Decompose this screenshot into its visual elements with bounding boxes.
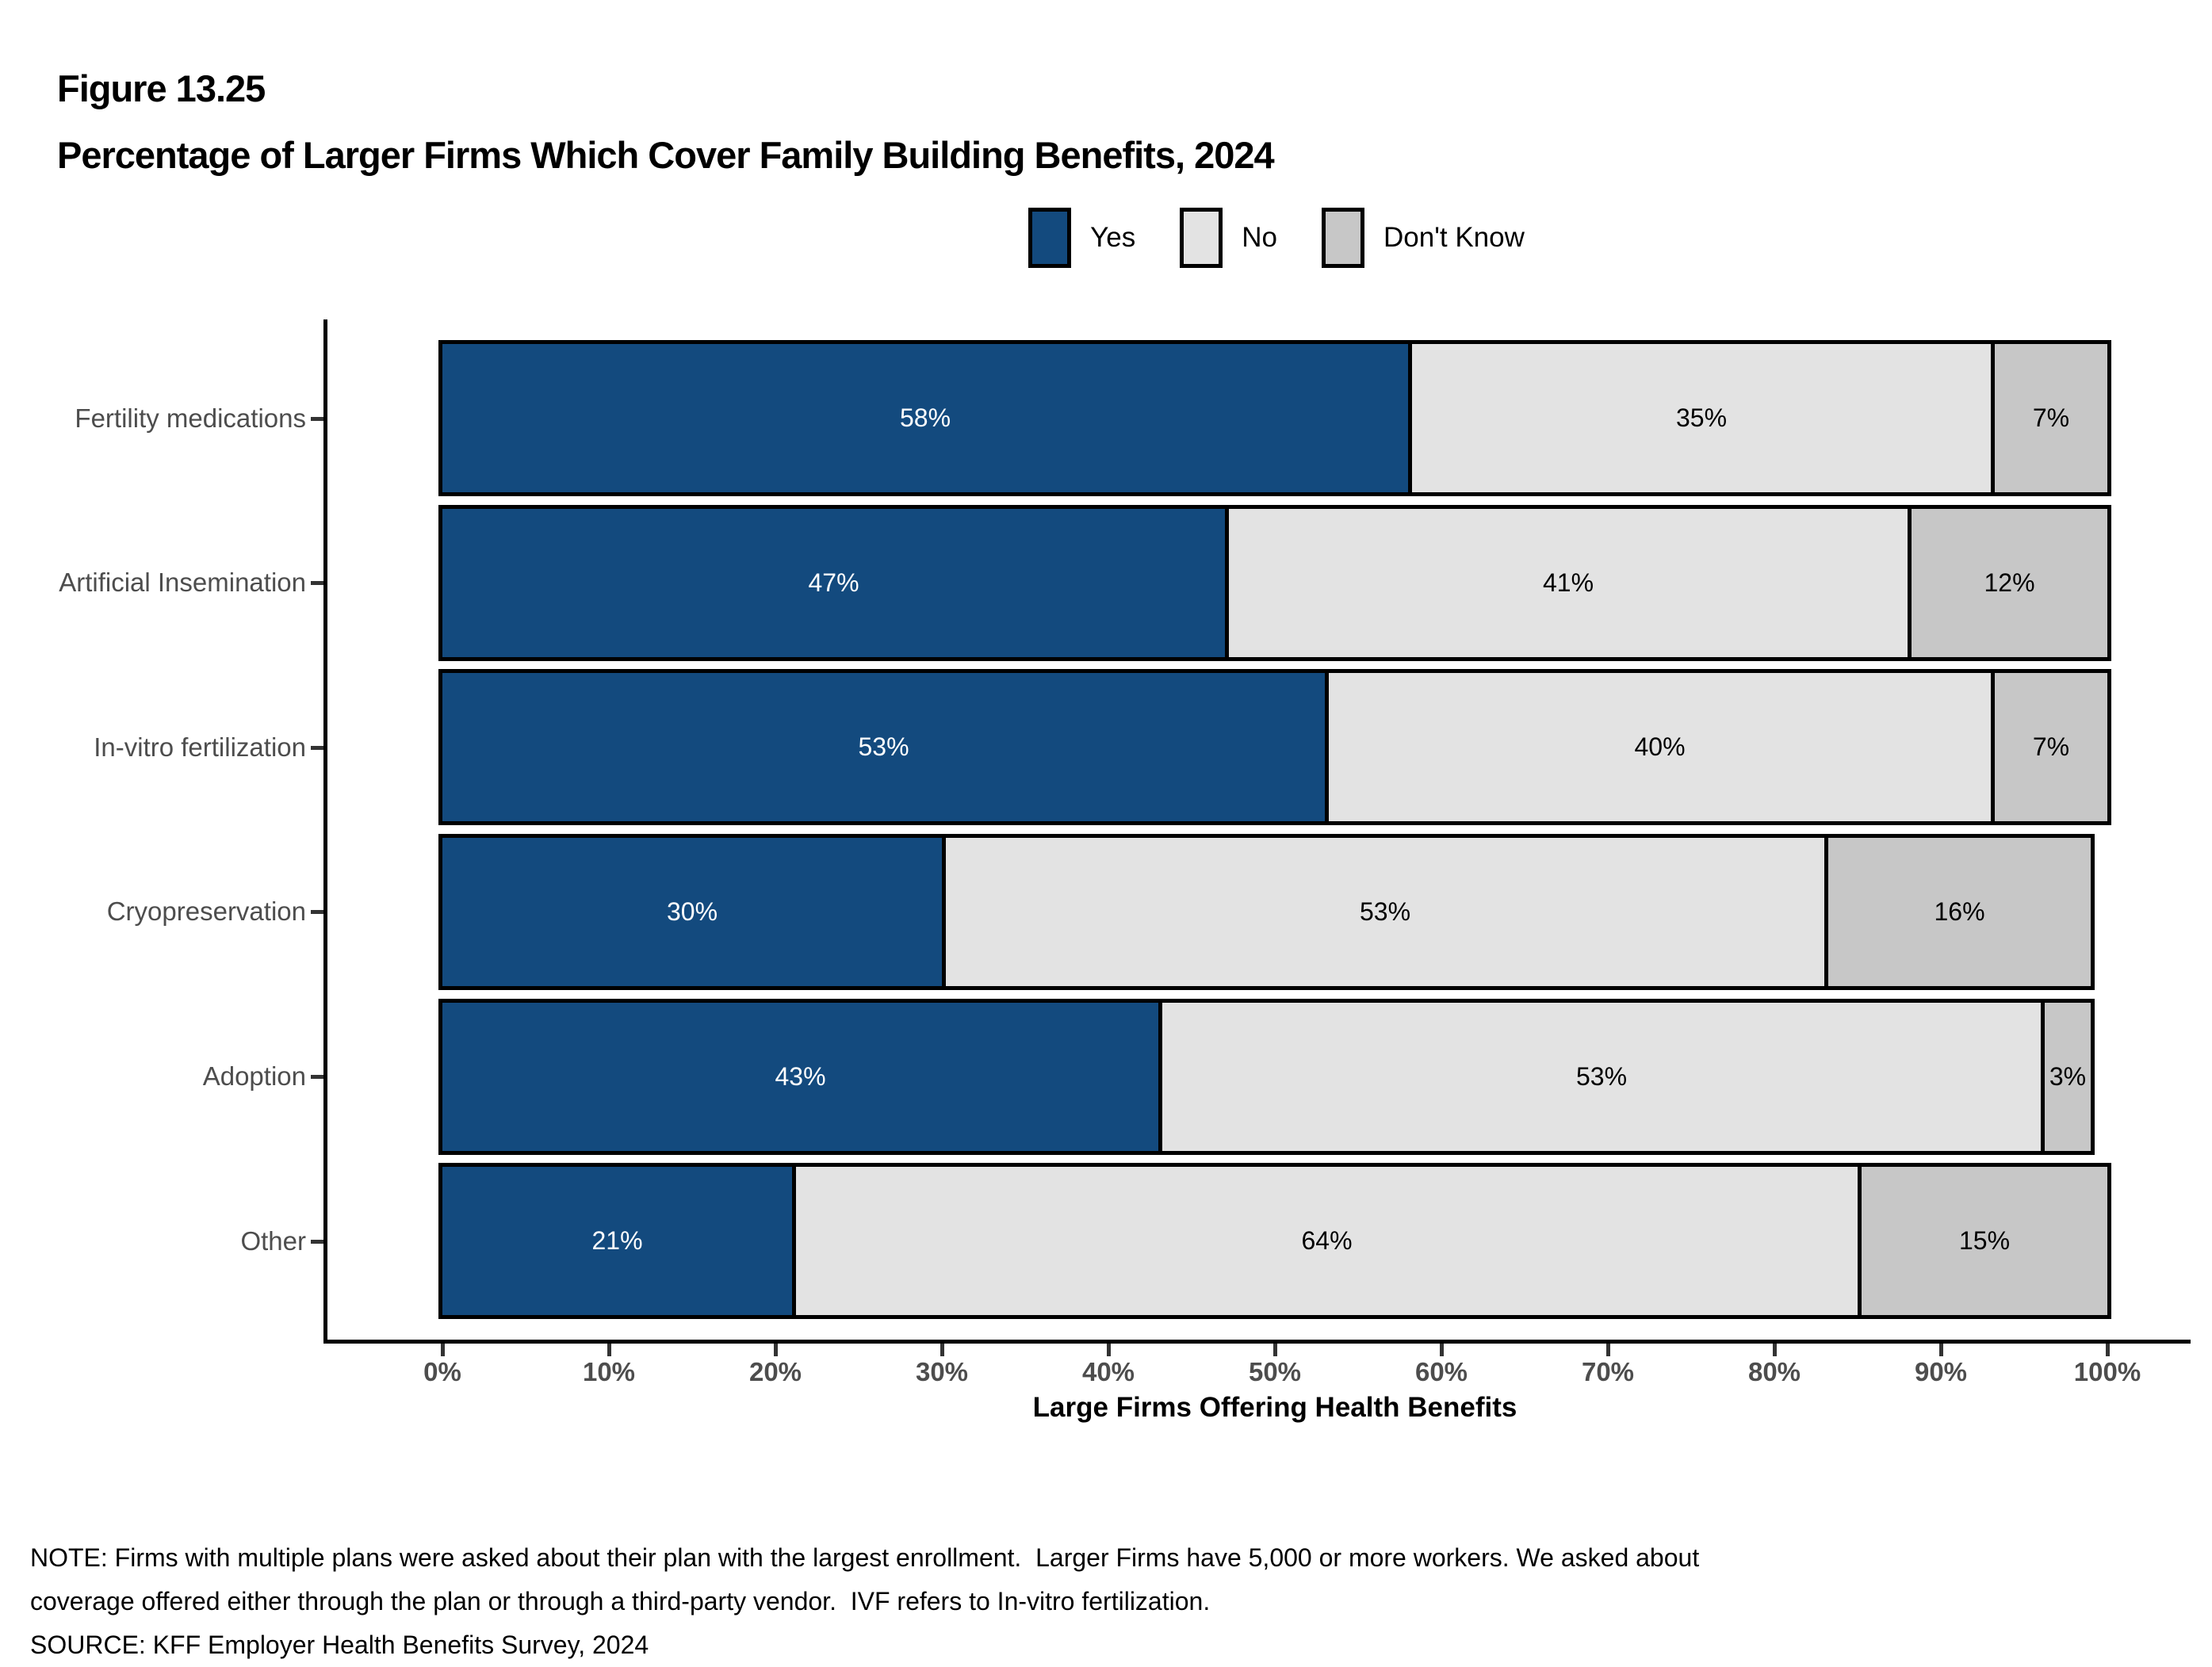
y-axis-line [323,319,327,1344]
y-axis-label-other: Other [240,1225,306,1256]
legend-label-yes: Yes [1090,222,1136,253]
y-axis-tick [311,745,323,750]
bar-value-label: 16% [1934,897,1985,926]
x-axis-tick-label: 100% [2073,1357,2141,1386]
y-axis-label-in-vitro-fertilization: In-vitro fertilization [94,732,306,762]
bar-segment-don-t-know: 7% [1991,344,2107,493]
x-axis-tick-label: 90% [1914,1357,1968,1386]
notes-block: NOTE: Firms with multiple plans were ask… [30,1536,1699,1667]
bar-segment-yes: 21% [442,1167,792,1316]
x-axis-title: Large Firms Offering Health Benefits [1032,1392,1517,1423]
bar-value-label: 53% [1575,1061,1628,1091]
legend-label-no: No [1242,222,1277,253]
bar-segment-don-t-know: 7% [1991,673,2107,822]
x-axis-tick [1440,1344,1444,1356]
legend-swatch-no [1180,208,1223,268]
y-axis-label-adoption: Adoption [202,1061,306,1091]
x-axis-tick [441,1344,445,1356]
bar-segment-no: 40% [1325,673,1991,822]
bar-row-artificial-insemination: 47% 41% 12% [438,504,2111,661]
x-axis-tick [1107,1344,1111,1356]
note-line-1: NOTE: Firms with multiple plans were ask… [30,1543,1700,1572]
x-axis-tick [1773,1344,1777,1356]
x-axis-tick [940,1344,944,1356]
bar-segment-yes: 53% [442,673,1325,822]
bar-row-other: 21% 64% 15% [438,1163,2111,1320]
x-axis-tick [1273,1344,1277,1356]
x-axis-tick-label: 60% [1414,1357,1468,1386]
legend-label-don-t-know: Don't Know [1383,222,1525,253]
y-axis-label-cryopreservation: Cryopreservation [106,897,306,927]
bar-segment-don-t-know: 16% [1824,837,2091,986]
legend-swatch-yes [1028,208,1072,268]
bar-segment-no: 64% [792,1167,1858,1316]
figure-number: Figure 13.25 [57,67,266,109]
y-axis-label-fertility-medications: Fertility medications [75,403,306,433]
bar-segment-don-t-know: 15% [1858,1167,2107,1316]
x-axis-tick-label: 10% [582,1357,636,1386]
x-axis-tick-label: 0% [423,1357,461,1386]
legend-item-don-t-know: Don't Know [1321,208,1525,268]
y-axis-tick [311,1075,323,1079]
bar-value-label: 58% [899,403,951,433]
x-axis-tick-label: 20% [748,1357,802,1386]
x-axis-tick [1606,1344,1610,1356]
x-axis-tick-label: 70% [1581,1357,1635,1386]
note-line-2: coverage offered either through the plan… [30,1587,1211,1615]
y-axis-label-artificial-insemination: Artificial Insemination [59,568,306,598]
bar-row-cryopreservation: 30% 53% 16% [438,833,2095,990]
x-axis-tick [1939,1344,1943,1356]
x-axis-tick-label: 50% [1248,1357,1302,1386]
figure-title: Percentage of Larger Firms Which Cover F… [57,134,1275,176]
bar-value-label: 64% [1301,1226,1353,1256]
y-axis-tick [311,416,323,421]
bar-segment-yes: 47% [442,508,1225,657]
bar-value-label: 7% [2032,732,2070,762]
bar-row-adoption: 43% 53% 3% [438,998,2095,1155]
x-axis-tick [774,1344,778,1356]
legend-item-yes: Yes [1028,208,1135,268]
bar-segment-no: 41% [1225,508,1908,657]
bar-segment-no: 53% [1158,1002,2041,1151]
bar-segment-no: 35% [1408,344,1991,493]
bar-value-label: 12% [1984,568,2035,597]
y-axis-tick [311,581,323,586]
y-axis-tick [311,1239,323,1244]
bar-segment-don-t-know: 12% [1908,508,2107,657]
bar-value-label: 35% [1675,403,1728,433]
bar-value-label: 53% [1359,897,1411,926]
bar-value-label: 43% [775,1061,826,1091]
bar-row-fertility-medications: 58% 35% 7% [438,340,2111,497]
chart-legend: Yes No Don't Know [333,208,2212,268]
x-axis-tick-label: 30% [915,1357,969,1386]
bar-value-label: 7% [2032,403,2070,433]
source-line: SOURCE: KFF Employer Health Benefits Sur… [30,1631,649,1659]
bar-segment-yes: 30% [442,837,942,986]
x-axis-tick-label: 40% [1081,1357,1135,1386]
bar-value-label: 53% [858,732,909,762]
bar-value-label: 15% [1958,1226,2011,1256]
legend-swatch-don-t-know [1321,208,1364,268]
bar-segment-yes: 58% [442,344,1408,493]
x-axis-tick-label: 80% [1747,1357,1801,1386]
bar-value-label: 47% [808,568,859,597]
bar-segment-yes: 43% [442,1002,1158,1151]
bar-row-in-vitro-fertilization: 53% 40% 7% [438,669,2111,826]
bar-value-label: 30% [666,897,718,926]
bar-segment-don-t-know: 3% [2041,1002,2091,1151]
y-axis-tick [311,910,323,915]
x-axis-tick [607,1344,611,1356]
x-axis-line [323,1340,2191,1344]
x-axis-tick [2106,1344,2110,1356]
legend-item-no: No [1180,208,1277,268]
bar-value-label: 3% [2049,1061,2087,1091]
bar-value-label: 40% [1634,732,1686,762]
bar-value-label: 21% [591,1226,643,1256]
bar-value-label: 41% [1542,568,1594,597]
bar-segment-no: 53% [942,837,1824,986]
